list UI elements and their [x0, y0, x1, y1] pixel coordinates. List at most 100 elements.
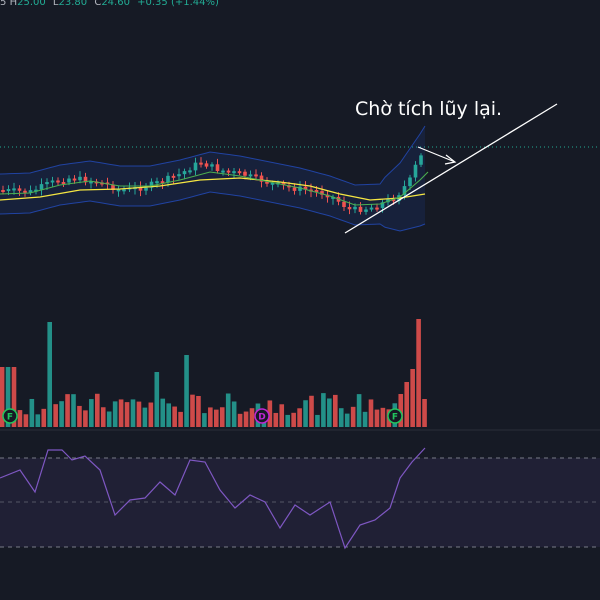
- candle-body: [243, 171, 247, 176]
- candle-body: [12, 188, 16, 191]
- volume-bar: [100, 407, 106, 427]
- event-badge-2[interactable]: D: [254, 408, 270, 424]
- volume-bar: [17, 410, 23, 427]
- volume-bar: [65, 394, 70, 427]
- close-value: 24.60: [101, 0, 130, 8]
- volume-bar: [368, 399, 374, 427]
- volume-bar: [404, 382, 409, 427]
- volume-pane[interactable]: F D F: [0, 319, 427, 427]
- candle-body: [6, 189, 11, 192]
- price-pane[interactable]: Chờ tích lũy lại.: [0, 98, 600, 234]
- volume-bar: [112, 401, 118, 427]
- candle-body: [23, 190, 27, 193]
- candle-body: [149, 181, 154, 188]
- volume-bar: [166, 403, 171, 427]
- volume-series: [0, 319, 427, 427]
- ohlc-legend: 5 H25.00 L23.80 C24.60 +0.35 (+1.44%): [0, 0, 223, 10]
- bollinger-lower-line: [0, 191, 426, 232]
- volume-bar: [202, 413, 207, 427]
- candle-body: [215, 164, 220, 171]
- volume-bar: [160, 398, 166, 427]
- candle-body: [413, 164, 418, 178]
- candle-body: [155, 181, 159, 184]
- candle-body: [353, 206, 357, 210]
- event-badge-3[interactable]: F: [387, 408, 403, 424]
- candle-body: [226, 170, 231, 173]
- candle-body: [265, 181, 269, 184]
- volume-bar: [53, 404, 58, 427]
- high-key: H: [9, 0, 18, 8]
- candle-body: [248, 174, 253, 177]
- volume-bar: [95, 393, 100, 427]
- candle-body: [391, 199, 396, 202]
- volume-bar: [142, 407, 148, 427]
- candle-body: [303, 186, 308, 190]
- badge-circle: [254, 408, 270, 424]
- candle-body: [34, 189, 38, 192]
- volume-bar: [350, 406, 356, 427]
- candle-body: [347, 207, 352, 210]
- badge-letter: F: [7, 413, 13, 423]
- volume-bar: [148, 402, 154, 427]
- candle-body: [331, 196, 335, 199]
- volume-bar: [190, 394, 195, 427]
- candle-body: [358, 206, 363, 212]
- low-key: L: [52, 0, 59, 8]
- candle-body: [232, 171, 236, 174]
- candle-body: [67, 178, 71, 183]
- volume-bar: [327, 398, 332, 427]
- candle-body: [45, 182, 49, 185]
- volume-bar: [136, 401, 142, 427]
- volume-bar: [344, 413, 350, 427]
- candle-body: [166, 175, 170, 183]
- volume-bar: [374, 409, 380, 427]
- volume-bar: [130, 399, 136, 427]
- candle-body: [193, 162, 198, 171]
- candle-body: [111, 184, 115, 190]
- volume-bar: [118, 399, 124, 427]
- candle-body: [380, 202, 385, 208]
- volume-bar: [273, 412, 279, 427]
- candle-body: [369, 207, 374, 210]
- volume-bar: [5, 367, 11, 427]
- candle-body: [56, 180, 60, 183]
- arrow-drawing[interactable]: [417, 146, 457, 165]
- volume-bar: [196, 395, 201, 427]
- volume-bar: [124, 402, 130, 427]
- candle-body: [281, 182, 286, 186]
- event-badge-1[interactable]: F: [2, 408, 18, 424]
- volume-bar: [356, 394, 362, 427]
- candle-body: [144, 187, 148, 191]
- candle-body: [320, 191, 324, 195]
- badge-letter: F: [392, 413, 398, 423]
- bollinger-upper-line: [0, 125, 426, 186]
- volume-bar: [416, 319, 421, 427]
- volume-bar: [249, 408, 255, 427]
- candle-body: [89, 181, 93, 184]
- annotation-text[interactable]: Chờ tích lũy lại.: [355, 98, 502, 120]
- candle-body: [210, 164, 214, 167]
- trendline-drawing[interactable]: [344, 103, 558, 234]
- volume-bar: [321, 393, 326, 427]
- volume-bar: [106, 411, 112, 427]
- volume-bar: [214, 409, 219, 427]
- candle-body: [83, 176, 88, 183]
- moving-average-long: [0, 177, 426, 201]
- candle-body: [171, 175, 176, 178]
- volume-bar: [422, 399, 427, 427]
- volume-bar: [83, 410, 88, 427]
- candle-body: [221, 170, 225, 173]
- volume-bar: [41, 408, 47, 427]
- candle-body: [375, 207, 379, 210]
- volume-bar: [89, 399, 94, 427]
- candle-body: [1, 190, 5, 192]
- candle-body: [72, 178, 77, 181]
- volume-bar: [77, 405, 82, 427]
- volume-bar: [303, 400, 308, 427]
- candle-body: [78, 176, 82, 181]
- rsi-pane[interactable]: [0, 447, 600, 550]
- volume-bar: [380, 407, 386, 427]
- candle-body: [408, 177, 412, 187]
- candle-body: [254, 174, 258, 177]
